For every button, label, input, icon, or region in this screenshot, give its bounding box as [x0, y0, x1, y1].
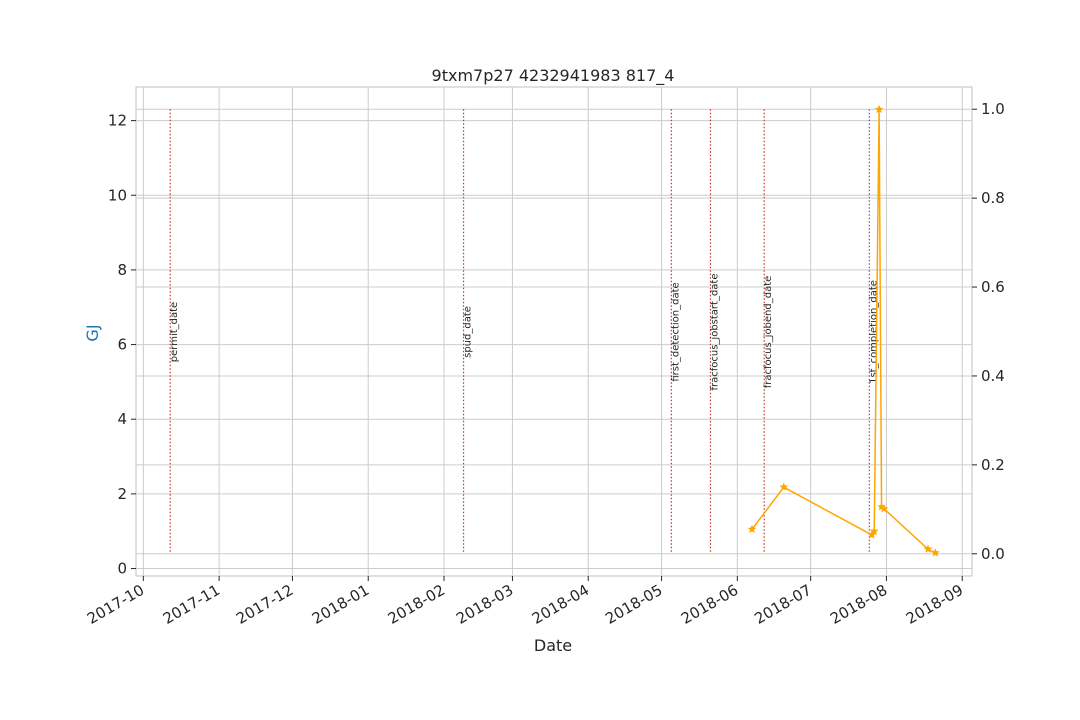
- plot-frame: [135, 86, 973, 577]
- x-tick-label: 2018-07: [751, 581, 814, 628]
- y-tick-label: 0: [117, 560, 127, 578]
- event-label: first_detection_date: [670, 282, 681, 381]
- y-tick-label: 8: [117, 261, 127, 279]
- data-point: [747, 524, 757, 534]
- data-point: [869, 526, 879, 535]
- grid-layer: [136, 87, 972, 576]
- event-label: fracfocus_jobend_date: [763, 276, 774, 389]
- y-tick-label: 2: [117, 485, 127, 503]
- event-label: 1st_completion_date: [868, 280, 879, 384]
- axis-layer: 2017-10 2017-11 2017-12 2018-01 2018-02 2018-…: [84, 100, 1005, 628]
- x-tick-label: 2018-02: [385, 581, 448, 628]
- series-line: [751, 109, 936, 554]
- event-label: permit_date: [169, 302, 180, 362]
- y-tick-label: 6: [117, 336, 127, 354]
- y-tick-label: 4: [117, 410, 127, 428]
- event-label: spud_date: [463, 306, 474, 358]
- y-axis-label: GJ: [83, 324, 102, 341]
- x-tick-label: 2018-03: [453, 581, 516, 628]
- x-tick-label: 2017-12: [233, 581, 296, 628]
- x-tick-label: 2018-09: [903, 581, 966, 628]
- data-point: [930, 548, 940, 557]
- event-label: fracfocus_jobstart_date: [709, 273, 720, 390]
- y-tick-label: 12: [108, 112, 127, 130]
- event-layer: permit_date spud_date first_detection_date…: [169, 109, 879, 554]
- chart-title: 9txm7p27 4232941983 817_4: [432, 66, 675, 86]
- x-tick-label: 2018-01: [309, 581, 372, 628]
- y2-tick-label: 0.8: [981, 189, 1005, 207]
- data-point: [879, 504, 889, 513]
- data-point: [874, 104, 884, 114]
- y2-tick-label: 0.4: [981, 367, 1005, 385]
- x-axis-label: Date: [534, 636, 572, 655]
- x-tick-label: 2017-11: [160, 581, 223, 628]
- x-tick-label: 2018-06: [678, 581, 741, 628]
- data-point: [779, 482, 789, 491]
- data-point: [923, 544, 933, 553]
- x-tick-label: 2017-10: [84, 581, 147, 628]
- y-tick-label: 10: [108, 186, 127, 204]
- y2-tick-label: 0.0: [981, 545, 1005, 563]
- y2-tick-label: 0.2: [981, 456, 1005, 474]
- x-tick-label: 2018-04: [529, 581, 592, 628]
- y2-tick-label: 1.0: [981, 100, 1005, 118]
- y2-tick-label: 0.6: [981, 278, 1005, 296]
- series-layer: [747, 104, 940, 557]
- x-tick-label: 2018-05: [602, 581, 665, 628]
- x-tick-label: 2018-08: [827, 581, 890, 628]
